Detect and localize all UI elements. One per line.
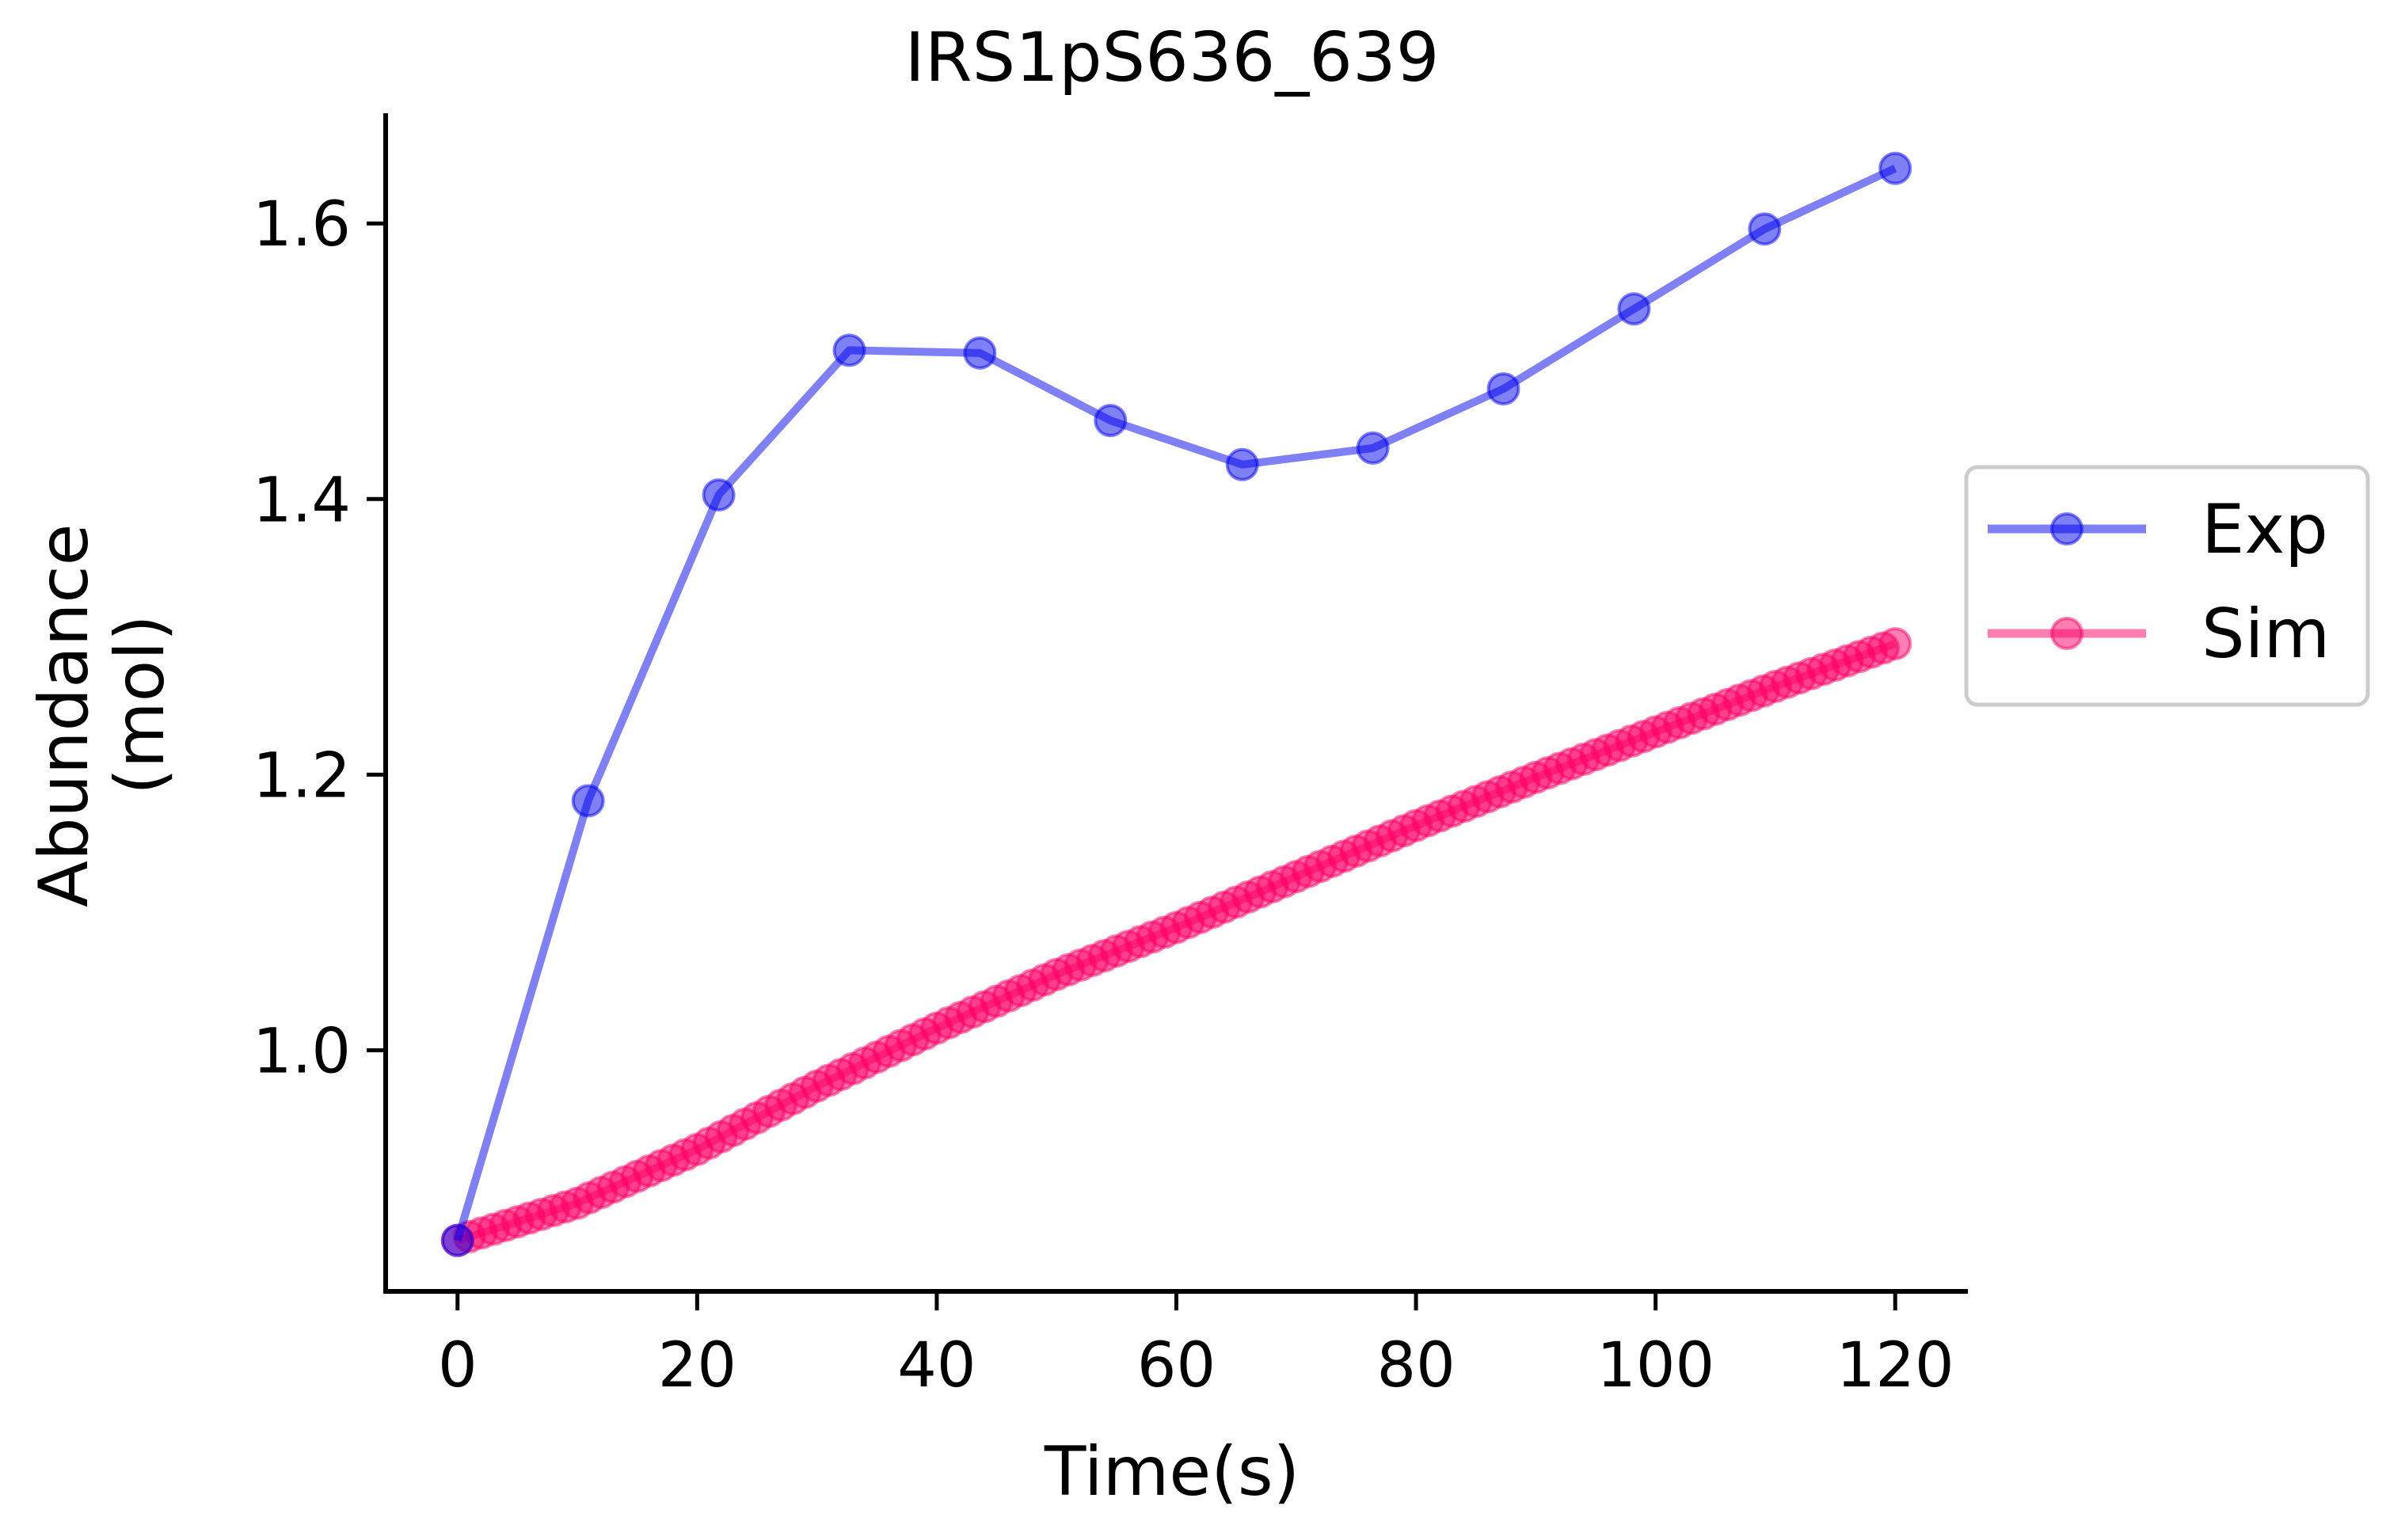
legend-sim-marker	[2050, 617, 2083, 650]
exp-series-line	[453, 165, 1897, 1242]
chart-title: IRS1pS636_639	[905, 18, 1440, 97]
exp-data-point	[1748, 212, 1782, 246]
exp-data-point	[963, 336, 997, 370]
legend: Exp Sim	[1964, 465, 2370, 707]
exp-data-point	[1617, 292, 1651, 326]
x-tick-label: 100	[1596, 1330, 1714, 1401]
exp-data-point	[702, 478, 736, 512]
y-tick-label: 1.2	[253, 740, 351, 812]
plot-area	[440, 151, 1912, 1257]
legend-sim-label: Sim	[2201, 595, 2330, 674]
exp-data-point	[1878, 151, 1912, 185]
exp-data-point	[1094, 404, 1128, 438]
y-axis-label: Abundance (mol)	[25, 502, 180, 907]
exp-data-point	[571, 784, 605, 818]
y-axis-label-line-1: Abundance	[25, 523, 104, 907]
exp-data-point	[1225, 447, 1259, 481]
exp-data-point	[1356, 431, 1390, 465]
y-tick-label: 1.0	[253, 1016, 351, 1087]
y-axis-label-line-2: (mol)	[101, 614, 180, 794]
sim-data-point	[1878, 627, 1912, 661]
x-axis-label: Time(s)	[1044, 1432, 1300, 1511]
x-tick-label: 60	[1137, 1330, 1216, 1401]
y-tick-label: 1.4	[253, 465, 351, 536]
x-tick-label: 80	[1376, 1330, 1455, 1401]
x-axis-ticks: 0 20 40 60 80 100 120	[438, 1291, 1954, 1401]
exp-data-point	[440, 1223, 474, 1257]
exp-data-point	[1486, 372, 1520, 406]
exp-data-point	[832, 333, 866, 367]
y-tick-label: 1.6	[253, 189, 351, 260]
x-tick-label: 20	[658, 1330, 736, 1401]
y-axis-ticks: 1.0 1.2 1.4 1.6	[253, 189, 386, 1087]
x-tick-label: 0	[438, 1330, 478, 1401]
x-tick-label: 120	[1836, 1330, 1954, 1401]
legend-exp-label: Exp	[2201, 490, 2328, 569]
legend-exp-marker	[2050, 512, 2083, 546]
x-tick-label: 40	[897, 1330, 976, 1401]
